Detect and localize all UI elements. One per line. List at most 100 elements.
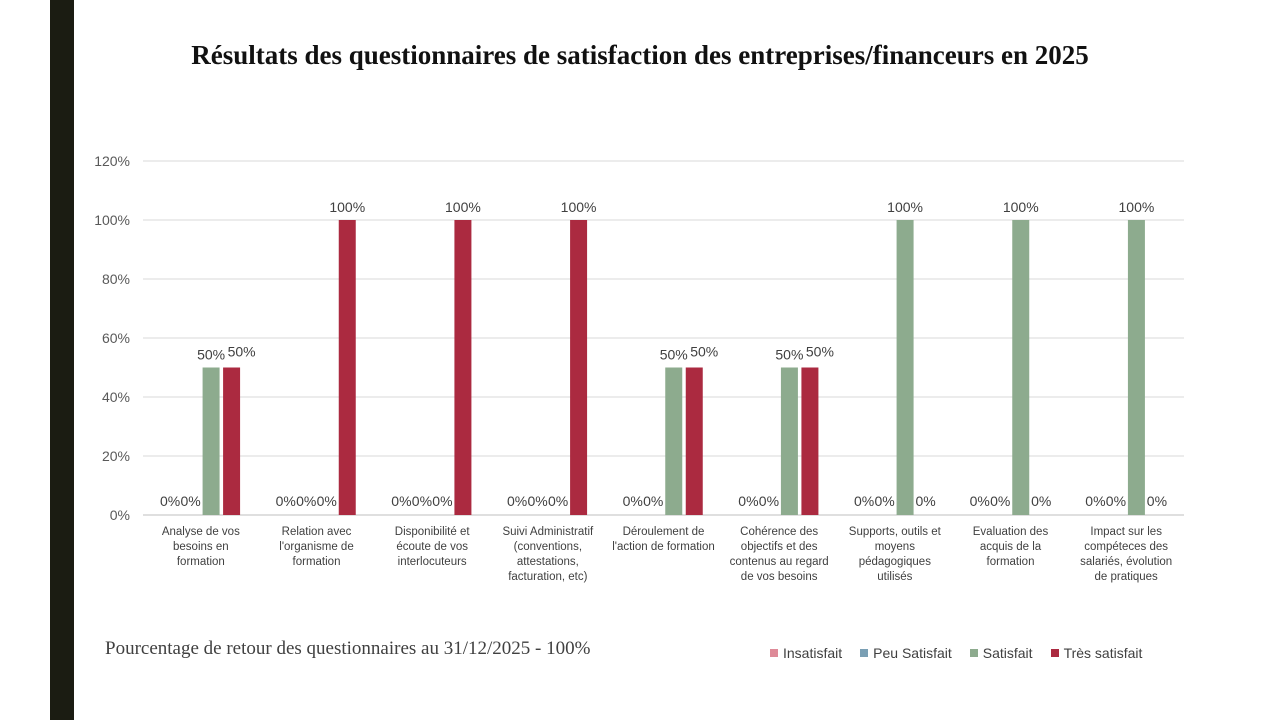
bar	[801, 367, 819, 515]
data-label: 50%	[690, 344, 718, 360]
x-category-label: formation	[177, 556, 225, 568]
data-label: 0%	[854, 493, 874, 509]
x-category-label: moyens	[875, 541, 916, 553]
x-category-label: Analyse de vos	[162, 526, 240, 538]
data-label: 0%	[990, 493, 1010, 509]
x-category-label: formation	[293, 556, 341, 568]
x-category-label: facturation, etc)	[508, 571, 587, 583]
data-label: 50%	[197, 347, 225, 363]
bar	[685, 367, 703, 515]
y-tick-label: 100%	[94, 212, 130, 228]
legend-swatch-satisfait	[969, 649, 978, 657]
data-label: 0%	[623, 493, 643, 509]
x-category-label: l'action de formation	[612, 541, 715, 553]
data-label: 100%	[1119, 199, 1155, 215]
x-category-label: besoins en	[173, 541, 229, 553]
bar	[665, 367, 683, 515]
x-category-label: attestations,	[517, 556, 579, 568]
legend-swatch-peu-satisfait	[860, 649, 869, 657]
x-category-label: Impact sur les	[1090, 526, 1162, 538]
data-label: 50%	[228, 344, 256, 360]
bar	[570, 220, 588, 515]
x-category-label: interlocuteurs	[398, 556, 467, 568]
legend-label-insatisfait: Insatisfait	[783, 645, 843, 661]
y-tick-label: 20%	[102, 448, 130, 464]
chart-legend: Insatisfait Peu Satisfait Satisfait Très…	[770, 645, 1142, 661]
legend-swatch-tres-satisfait	[1050, 649, 1059, 657]
data-label: 0%	[527, 493, 547, 509]
data-label: 0%	[391, 493, 411, 509]
legend-item-satisfait: Satisfait	[969, 645, 1033, 661]
x-category-label: écoute de vos	[396, 541, 468, 553]
x-category-label: Disponibilité et	[395, 526, 471, 538]
slide-side-bar	[50, 0, 74, 720]
legend-item-insatisfait: Insatisfait	[770, 645, 842, 661]
y-tick-label: 0%	[110, 507, 130, 523]
x-category-label: Evaluation des	[973, 526, 1049, 538]
data-label: 0%	[915, 493, 935, 509]
data-label: 100%	[1003, 199, 1039, 215]
data-label: 0%	[548, 493, 568, 509]
bar	[780, 367, 798, 515]
x-category-label: objectifs et des	[741, 541, 818, 553]
x-category-label: contenus au regard	[730, 556, 829, 568]
data-label: 0%	[160, 493, 180, 509]
data-label: 50%	[660, 347, 688, 363]
x-category-label: Supports, outils et	[849, 526, 942, 538]
data-label: 0%	[1106, 493, 1126, 509]
data-label: 0%	[970, 493, 990, 509]
data-label: 50%	[775, 347, 803, 363]
legend-label-peu-satisfait: Peu Satisfait	[873, 645, 952, 661]
data-label: 0%	[276, 493, 296, 509]
data-label: 0%	[1085, 493, 1105, 509]
data-label: 0%	[432, 493, 452, 509]
data-label: 0%	[1031, 493, 1051, 509]
data-label: 50%	[806, 344, 834, 360]
bar	[1127, 220, 1145, 515]
data-label: 0%	[643, 493, 663, 509]
y-tick-label: 120%	[94, 153, 130, 169]
x-category-label: (conventions,	[514, 541, 582, 553]
y-tick-label: 40%	[102, 389, 130, 405]
legend-label-tres-satisfait: Très satisfait	[1063, 645, 1143, 661]
bar	[454, 220, 472, 515]
legend-label-satisfait: Satisfait	[982, 645, 1033, 661]
legend-item-peu-satisfait: Peu Satisfait	[860, 645, 952, 661]
y-tick-label: 80%	[102, 271, 130, 287]
questionnaire-return-footnote: Pourcentage de retour des questionnaires…	[105, 638, 591, 659]
x-category-label: formation	[987, 556, 1035, 568]
y-tick-label: 60%	[102, 330, 130, 346]
x-category-label: Relation avec	[282, 526, 352, 538]
data-label: 100%	[329, 199, 365, 215]
data-label: 0%	[412, 493, 432, 509]
x-category-label: Déroulement de	[623, 526, 705, 538]
data-label: 100%	[561, 199, 597, 215]
bar	[338, 220, 356, 515]
data-label: 0%	[180, 493, 200, 509]
x-category-label: de vos besoins	[741, 571, 818, 583]
x-category-label: compéteces des	[1084, 541, 1168, 553]
legend-swatch-insatisfait	[770, 649, 778, 657]
slide-title: Résultats des questionnaires de satisfac…	[191, 40, 1089, 70]
x-category-label: de pratiques	[1095, 571, 1159, 583]
x-category-label: utilisés	[877, 571, 912, 583]
bar	[896, 220, 914, 515]
data-label: 0%	[759, 493, 779, 509]
data-label: 0%	[317, 493, 337, 509]
x-category-label: Cohérence des	[740, 526, 818, 538]
data-label: 0%	[296, 493, 316, 509]
data-label: 100%	[887, 199, 923, 215]
x-category-label: l'organisme de	[279, 541, 353, 553]
x-category-label: Suivi Administratif	[502, 526, 594, 538]
data-label: 100%	[445, 199, 481, 215]
data-label: 0%	[738, 493, 758, 509]
legend-item-tres-satisfait: Très satisfait	[1050, 645, 1143, 661]
bar	[1012, 220, 1030, 515]
data-label: 0%	[874, 493, 894, 509]
bar	[202, 367, 220, 515]
x-category-label: salariés, évolution	[1080, 556, 1172, 568]
data-label: 0%	[1147, 493, 1167, 509]
bar	[223, 367, 241, 515]
x-category-label: acquis de la	[980, 541, 1042, 553]
